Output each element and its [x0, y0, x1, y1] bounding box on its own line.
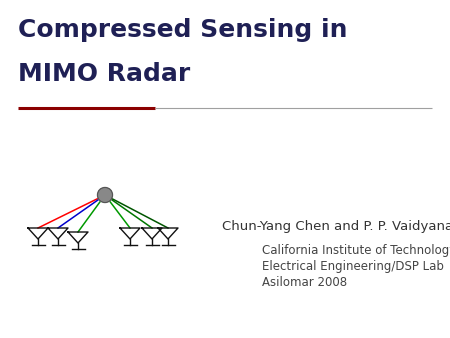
Text: Chun-Yang Chen and P. P. Vaidyanathan: Chun-Yang Chen and P. P. Vaidyanathan [222, 220, 450, 233]
Text: Compressed Sensing in: Compressed Sensing in [18, 18, 347, 42]
Text: MIMO Radar: MIMO Radar [18, 62, 190, 86]
Text: California Institute of Technology: California Institute of Technology [262, 244, 450, 257]
Circle shape [98, 188, 112, 202]
Text: Asilomar 2008: Asilomar 2008 [262, 276, 347, 289]
Text: Electrical Engineering/DSP Lab: Electrical Engineering/DSP Lab [262, 260, 444, 273]
